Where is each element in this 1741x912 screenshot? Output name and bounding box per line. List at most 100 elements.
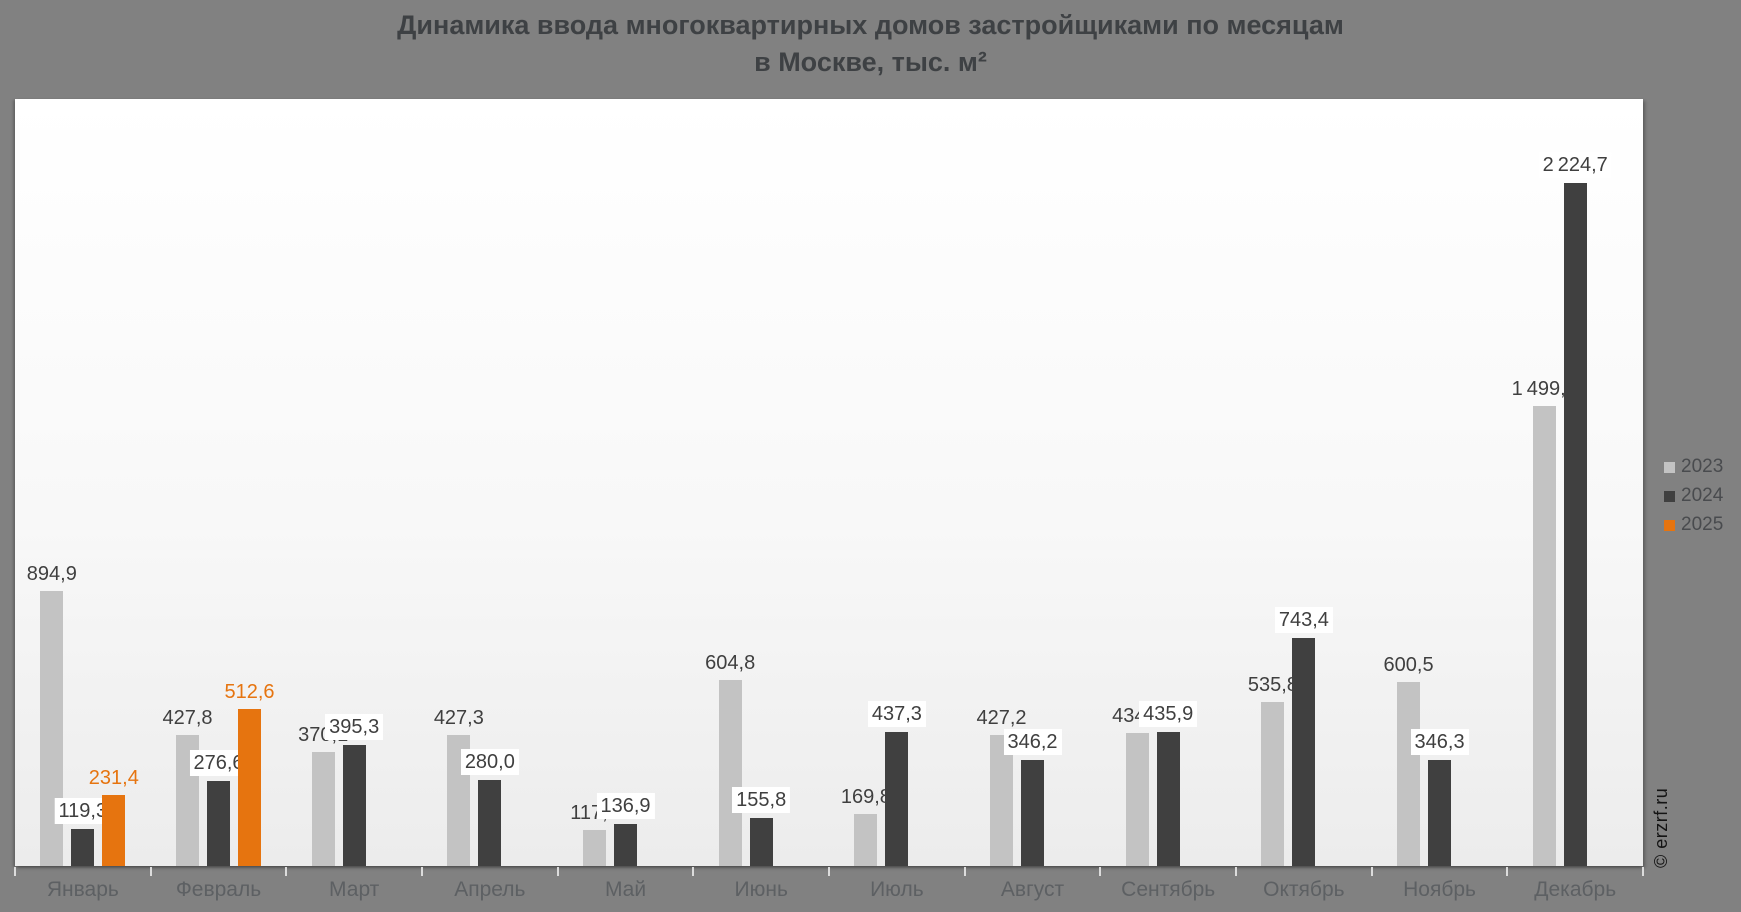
- category-group: 434,5 435,9: [1100, 99, 1236, 866]
- month-label: Май: [604, 878, 647, 901]
- bar-2023[interactable]: 894,9: [27, 563, 77, 866]
- month-label: Январь: [46, 878, 119, 901]
- axis-tick: [692, 867, 695, 876]
- value-label: 346,3: [1410, 728, 1469, 755]
- bar-2024[interactable]: 119,3: [54, 798, 112, 866]
- value-label: 437,3: [867, 700, 926, 727]
- month-label: Март: [329, 878, 380, 901]
- bar-2023[interactable]: 1 499,0: [1512, 378, 1577, 866]
- bar-2024[interactable]: 435,9: [1139, 701, 1198, 866]
- axis-tick: [963, 867, 966, 876]
- legend: 2023 2024 2025: [1664, 457, 1723, 535]
- category-group: 427,8 276,6 512,6: [151, 99, 287, 866]
- chart-title: Динамика ввода многоквартирных домов зас…: [0, 7, 1741, 81]
- value-label: 600,5: [1383, 653, 1434, 676]
- axis-tick: [149, 867, 152, 876]
- month-label: Август: [1000, 878, 1065, 901]
- value-label: 427,2: [976, 706, 1027, 729]
- bar-2024[interactable]: 280,0: [460, 749, 519, 866]
- bar-2024[interactable]: 155,8: [732, 787, 791, 866]
- value-label: 427,8: [162, 706, 213, 729]
- bar-2023[interactable]: 434,5: [1112, 705, 1162, 866]
- axis-tick: [1642, 867, 1644, 876]
- axis-tick: [1370, 867, 1373, 876]
- month-label: Сентябрь: [1121, 878, 1216, 901]
- axis-tick: [1099, 867, 1102, 876]
- plot-area: 894,9 119,3 231,4 427,8 276,6 512,6 370,1 395,3…: [15, 99, 1643, 866]
- value-label: 155,8: [732, 787, 791, 814]
- value-label: 2 224,7: [1538, 152, 1612, 179]
- bar-2025[interactable]: 231,4: [89, 767, 139, 866]
- category-group: 894,9 119,3 231,4: [15, 99, 151, 866]
- bar-2024[interactable]: 136,9: [596, 793, 655, 866]
- bar-2024[interactable]: 346,3: [1410, 728, 1469, 866]
- axis-labels: Январь Февраль Март Апрель Май Июнь Июль Август…: [15, 878, 1643, 902]
- axis-tick: [828, 867, 830, 876]
- chart-title-line2: в Москве, тыс. м²: [754, 47, 987, 77]
- value-label: 119,3: [54, 798, 112, 825]
- value-label: 894,9: [26, 563, 77, 586]
- axis-tick: [14, 867, 16, 876]
- value-label: 280,0: [460, 749, 519, 776]
- value-label: 169,8: [840, 785, 891, 808]
- category-group: 1 499,0 2 224,7: [1507, 99, 1643, 866]
- bar-2023[interactable]: 427,2: [977, 707, 1027, 866]
- month-label: Ноябрь: [1403, 878, 1476, 901]
- bar-2025[interactable]: 512,6: [224, 681, 275, 866]
- bar-2024[interactable]: 276,6: [189, 750, 248, 866]
- value-label: 1 499,0: [1511, 378, 1577, 401]
- x-axis: Январь Февраль Март Апрель Май Июнь Июль Август…: [14, 866, 1644, 912]
- category-group: 370,1 395,3: [286, 99, 422, 866]
- month-label: Октябрь: [1263, 878, 1345, 901]
- bar-2023[interactable]: 169,8: [841, 786, 891, 866]
- value-label: 435,9: [1139, 701, 1198, 728]
- legend-label: 2024: [1681, 485, 1724, 506]
- bar-2024[interactable]: 2 224,7: [1538, 152, 1612, 866]
- category-group: 427,2 346,2: [965, 99, 1101, 866]
- month-label: Февраль: [175, 878, 262, 901]
- plot-categories: 894,9 119,3 231,4 427,8 276,6 512,6 370,1 395,3…: [15, 99, 1643, 866]
- value-label: 395,3: [325, 713, 384, 740]
- category-group: 427,3 280,0: [422, 99, 558, 866]
- bar-2023[interactable]: 535,8: [1248, 674, 1298, 866]
- bar-2023[interactable]: 117,5: [570, 802, 619, 866]
- legend-label: 2023: [1681, 456, 1724, 477]
- category-group: 604,8 155,8: [693, 99, 829, 866]
- value-label: 276,6: [189, 750, 248, 777]
- bar-2023[interactable]: 600,5: [1384, 654, 1434, 866]
- month-label: Июль: [870, 878, 924, 901]
- axis-tick: [285, 867, 288, 876]
- bar-2024[interactable]: 743,4: [1274, 606, 1333, 866]
- value-label: 604,8: [705, 652, 756, 675]
- legend-label: 2025: [1681, 514, 1724, 535]
- month-label: Декабрь: [1534, 878, 1617, 901]
- bar-2024[interactable]: 437,3: [867, 700, 926, 866]
- bar-2023[interactable]: 370,1: [298, 724, 348, 866]
- value-label: 346,2: [1003, 728, 1062, 755]
- watermark: © erzrf.ru: [1651, 787, 1671, 868]
- value-label: 231,4: [88, 767, 139, 790]
- category-group: 600,5 346,3: [1372, 99, 1508, 866]
- month-label: Апрель: [454, 878, 526, 901]
- bar-2024[interactable]: 346,2: [1003, 728, 1062, 866]
- value-label: 136,9: [596, 793, 655, 819]
- legend-swatch-icon: [1664, 519, 1675, 531]
- bar-2024[interactable]: 395,3: [325, 713, 384, 866]
- category-group: 117,5 136,9: [558, 99, 694, 866]
- axis-tick: [421, 867, 423, 876]
- value-label: 535,8: [1247, 673, 1298, 696]
- axis-tick: [1235, 867, 1237, 876]
- legend-item-2023[interactable]: 2023: [1664, 457, 1723, 477]
- bar-2023[interactable]: 604,8: [705, 652, 755, 866]
- legend-item-2025[interactable]: 2025: [1664, 515, 1723, 535]
- legend-item-2024[interactable]: 2024: [1664, 486, 1723, 506]
- axis-tick: [556, 867, 559, 876]
- value-label: 427,3: [433, 706, 484, 729]
- legend-swatch-icon: [1664, 461, 1675, 473]
- chart-title-line1: Динамика ввода многоквартирных домов зас…: [397, 10, 1344, 40]
- axis-tick: [1506, 867, 1509, 876]
- category-group: 169,8 437,3: [829, 99, 965, 866]
- value-label: 743,4: [1274, 606, 1333, 633]
- month-label: Июнь: [734, 878, 788, 901]
- value-label: 512,6: [224, 680, 275, 703]
